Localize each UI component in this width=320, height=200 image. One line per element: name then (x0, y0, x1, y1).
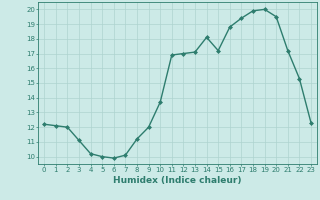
X-axis label: Humidex (Indice chaleur): Humidex (Indice chaleur) (113, 176, 242, 185)
